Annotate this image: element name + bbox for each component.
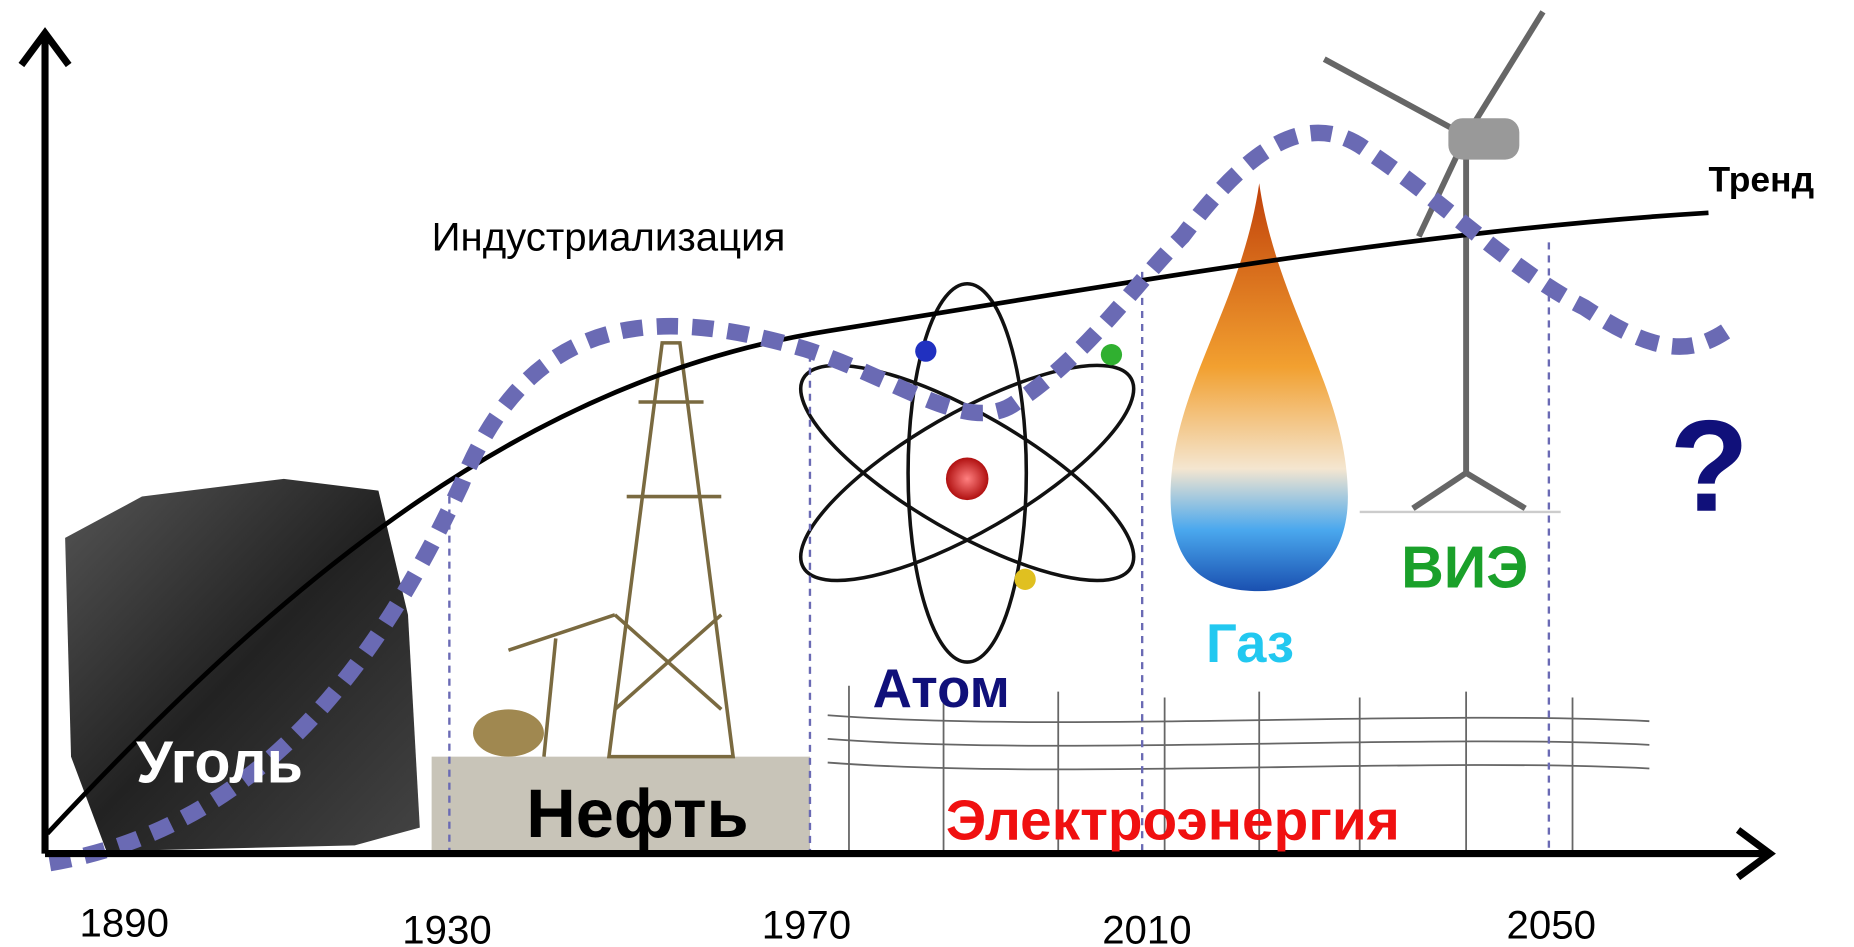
question-mark: ? xyxy=(1669,393,1748,539)
coal-label: Уголь xyxy=(136,729,303,796)
axis-tick-label: 1890 xyxy=(80,900,169,945)
renewables-label: ВИЭ xyxy=(1401,534,1528,601)
industrialization-label: Индустриализация xyxy=(432,215,786,260)
page: {"axis":{"ticks":["1890","1930","1970","… xyxy=(0,0,1854,947)
electricity-label: Электроэнергия xyxy=(946,789,1400,852)
atom-label: Атом xyxy=(873,658,1010,719)
axis-tick-label: 2010 xyxy=(1102,907,1191,947)
axis-tick-label: 1930 xyxy=(402,907,491,947)
atom-image xyxy=(774,284,1161,662)
axis-tick-label: 1970 xyxy=(762,903,851,947)
trend-label: Тренд xyxy=(1708,160,1814,200)
axis-tick-label: 2050 xyxy=(1507,903,1596,947)
oil-label: Нефть xyxy=(526,775,748,852)
gas-image xyxy=(1171,183,1348,591)
gas-label: Газ xyxy=(1206,613,1294,674)
diagram: 1890 1930 1970 2010 2050 Тренд Индустриа… xyxy=(0,0,1854,947)
